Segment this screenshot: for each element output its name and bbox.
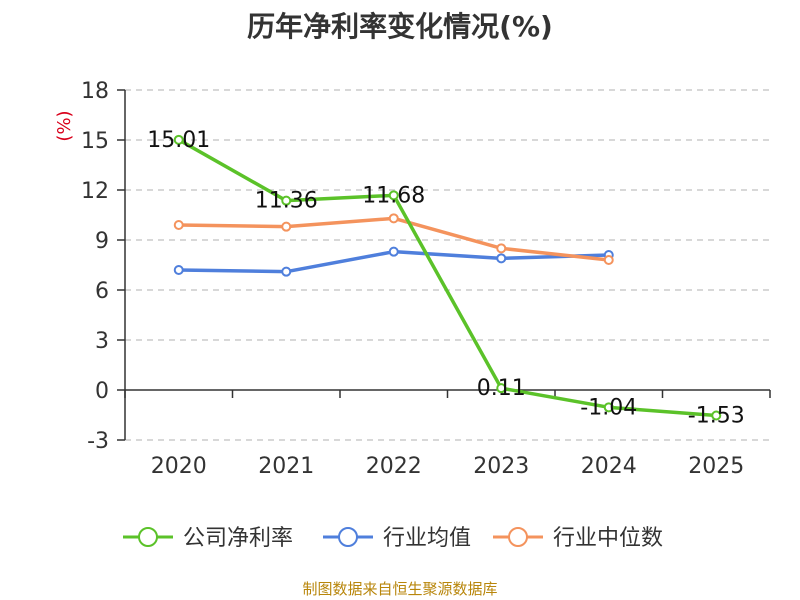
series-point-1 [388, 190, 399, 201]
chart-title: 历年净利率变化情况(%) [247, 10, 553, 43]
x-tick-label: 2021 [258, 454, 314, 479]
y-tick-label: 0 [95, 379, 109, 404]
series-point-1 [173, 134, 184, 145]
series-point-3 [603, 255, 614, 265]
series-line-1 [177, 138, 718, 418]
series-point-3 [496, 243, 507, 254]
legend-item-3[interactable]: 行业中位数 [493, 526, 663, 551]
legend-label: 行业均值 [383, 526, 471, 551]
y-tick-label: 12 [81, 179, 109, 204]
data-label: -1.53 [688, 404, 745, 429]
y-tick-label: 9 [95, 229, 109, 254]
series-point-1 [711, 410, 722, 421]
data-label: 11.36 [255, 189, 318, 214]
legend-swatch-marker [138, 527, 158, 547]
legend-item-1[interactable]: 公司净利率 [123, 526, 293, 551]
grid-lines [125, 89, 770, 441]
x-tick-label: 2020 [151, 454, 207, 479]
series-point-3 [388, 213, 399, 224]
legend-swatch-marker [338, 527, 358, 547]
series-point-2 [388, 246, 399, 257]
data-labels: 15.01 11.36 11.68 0.11 -1.04 -1.53 [147, 128, 744, 429]
series-group [173, 134, 722, 421]
series-point-2 [496, 253, 507, 264]
source-note: 制图数据来自恒生聚源数据库 [302, 580, 497, 598]
y-tick-label: 18 [81, 79, 109, 104]
x-tick-label: 2022 [366, 454, 422, 479]
legend-item-2[interactable]: 行业均值 [323, 526, 471, 551]
x-tick-label: 2023 [473, 454, 529, 479]
data-label: 0.11 [477, 376, 526, 401]
y-tick-label: 6 [95, 279, 109, 304]
series-point-3 [281, 221, 292, 232]
y-tick-label: 15 [81, 129, 109, 154]
data-label: -1.04 [580, 395, 637, 420]
series-point-1 [281, 195, 292, 206]
series-point-2 [281, 266, 292, 277]
axes: 18 15 12 9 6 3 0 -3 2020 2021 2022 2023 2024 2025 [81, 79, 771, 479]
y-axis-label: (%) [54, 110, 75, 141]
series-point-3 [173, 220, 184, 230]
legend-label: 行业中位数 [553, 526, 663, 551]
series-point-2 [173, 265, 184, 275]
series-point-1 [496, 383, 507, 394]
legend-swatch-marker [508, 527, 528, 547]
series-point-1 [603, 402, 614, 413]
data-label: 11.68 [362, 183, 425, 208]
x-tick-label: 2025 [688, 454, 744, 479]
data-label: 15.01 [147, 128, 210, 153]
y-tick-label: -3 [87, 429, 109, 454]
legend-label: 公司净利率 [183, 526, 293, 551]
y-tick-label: 3 [95, 329, 109, 354]
x-tick-label: 2024 [581, 454, 637, 479]
legend[interactable]: 公司净利率 行业均值 行业中位数 [123, 526, 663, 551]
